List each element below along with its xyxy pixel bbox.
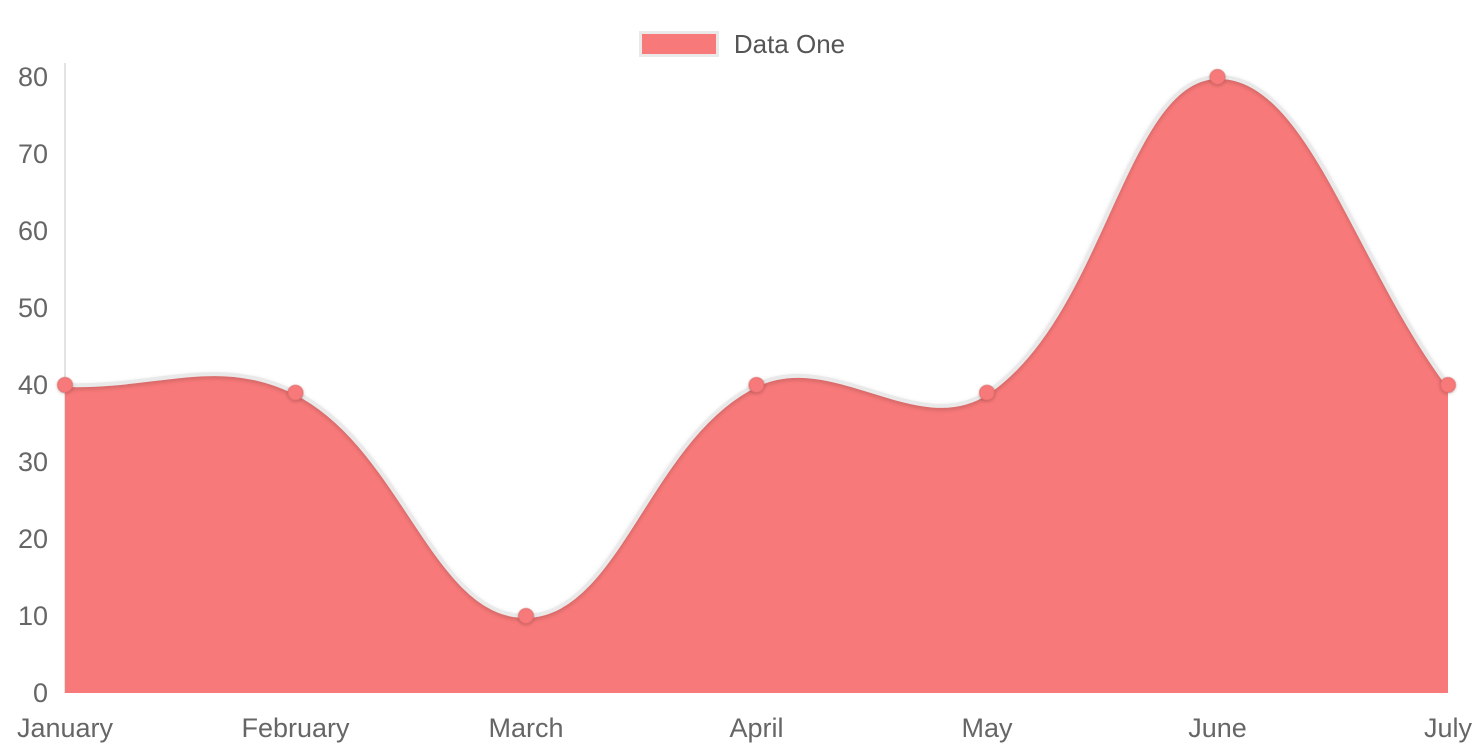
data-point-may[interactable] xyxy=(978,384,996,401)
data-point-february[interactable] xyxy=(287,384,304,401)
y-axis-tick-label: 20 xyxy=(17,524,48,554)
y-axis-tick-label: 60 xyxy=(17,216,48,246)
y-axis-tick-label: 70 xyxy=(17,139,48,169)
x-axis-tick-label: July xyxy=(1423,713,1472,743)
x-axis-tick-label: February xyxy=(241,713,350,743)
y-axis-tick-label: 40 xyxy=(17,370,48,400)
x-axis-tick-label: April xyxy=(729,713,784,743)
data-point-june[interactable] xyxy=(1209,68,1226,86)
legend-color-swatch xyxy=(638,31,719,57)
y-axis-tick-label: 80 xyxy=(17,62,48,92)
legend-item-data-one[interactable]: Data One xyxy=(638,29,846,59)
legend-item-label: Data One xyxy=(733,29,846,59)
y-axis-tick-label: 10 xyxy=(17,601,48,631)
x-axis-tick-label: March xyxy=(488,713,564,743)
series-area-fill xyxy=(65,76,1448,694)
data-point-july[interactable] xyxy=(1439,376,1457,394)
data-point-april[interactable] xyxy=(748,376,765,394)
x-axis-tick-label: June xyxy=(1188,713,1247,743)
y-axis-tick-label: 30 xyxy=(17,447,48,477)
data-point-march[interactable] xyxy=(517,607,535,625)
x-axis-tick-label: May xyxy=(961,713,1013,743)
data-point-january[interactable] xyxy=(56,376,74,394)
chart-legend: Data One xyxy=(0,31,1484,57)
x-axis-tick-label: January xyxy=(16,713,114,743)
y-axis-tick-label: 50 xyxy=(17,293,48,323)
y-axis-tick-label: 0 xyxy=(32,678,48,708)
